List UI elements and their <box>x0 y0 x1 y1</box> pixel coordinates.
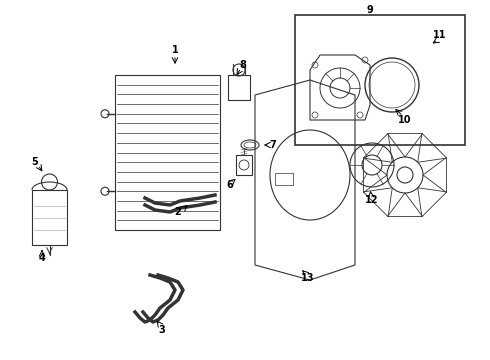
Text: 1: 1 <box>172 45 178 55</box>
Bar <box>295 15 465 145</box>
Text: 3: 3 <box>159 325 166 335</box>
Bar <box>275 173 293 185</box>
Text: 7: 7 <box>270 140 276 150</box>
Text: 10: 10 <box>398 115 412 125</box>
Text: 11: 11 <box>433 30 447 40</box>
Text: 8: 8 <box>240 60 246 70</box>
Text: 4: 4 <box>39 253 46 263</box>
Text: 5: 5 <box>32 157 38 167</box>
Text: 6: 6 <box>227 180 233 190</box>
Text: 13: 13 <box>301 273 315 283</box>
Text: 2: 2 <box>174 207 181 217</box>
Text: 12: 12 <box>365 195 379 205</box>
Text: 9: 9 <box>367 5 373 15</box>
